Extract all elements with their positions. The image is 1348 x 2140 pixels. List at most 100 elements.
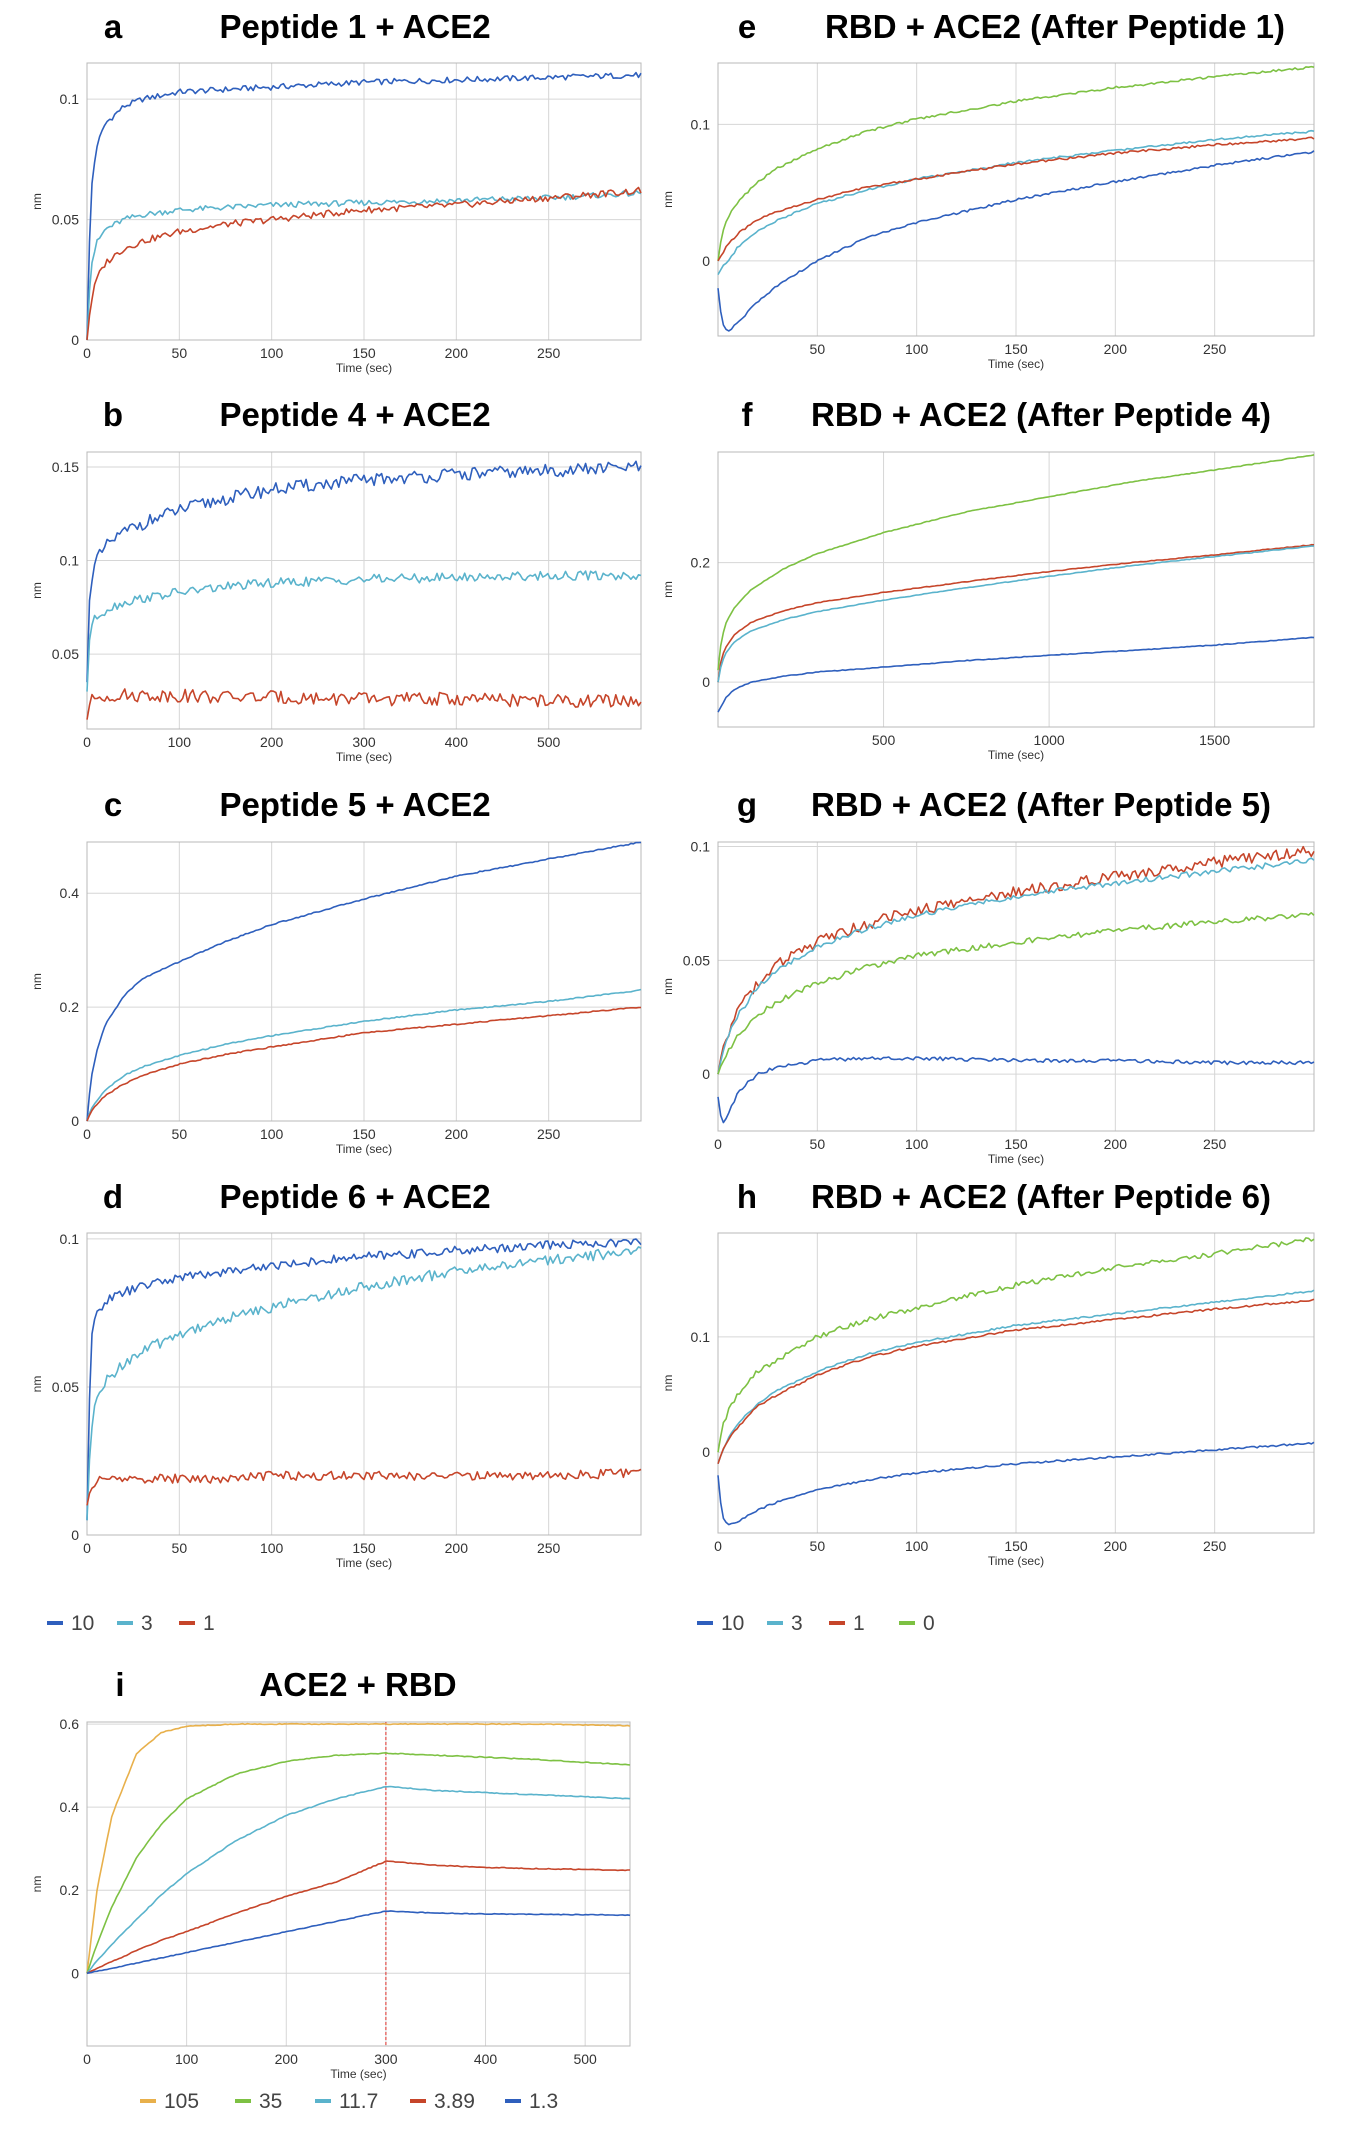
- x-axis-label: Time (sec): [988, 357, 1044, 371]
- y-axis-label: nm: [661, 978, 675, 995]
- series-line-i-3_89: [86, 1860, 630, 1975]
- y-tick-label: 0.05: [52, 212, 79, 228]
- x-tick-label: 0: [714, 1538, 722, 1554]
- panel-letter-c: c: [104, 786, 122, 823]
- chart-panel-b: b Peptide 4 + ACE2 0 100 200 300 400 500 0.05 0.1…: [30, 396, 642, 764]
- series-line-a-3: [86, 189, 642, 341]
- x-tick-label: 200: [445, 1126, 469, 1142]
- y-tick-label: 0: [702, 1444, 710, 1460]
- x-tick-label: 200: [445, 1540, 469, 1556]
- x-axis-label: Time (sec): [988, 748, 1044, 762]
- panel-title-b: Peptide 4 + ACE2: [219, 396, 490, 433]
- x-tick-label: 200: [275, 2051, 299, 2067]
- y-tick-label: 0.1: [60, 553, 80, 569]
- x-axis-label: Time (sec): [336, 361, 392, 375]
- legend-label: 10: [71, 1612, 94, 1635]
- y-tick-label: 0: [702, 674, 710, 690]
- x-tick-label: 200: [1104, 341, 1128, 357]
- series-line-c-1: [86, 1006, 642, 1122]
- x-axis-label: Time (sec): [988, 1152, 1044, 1166]
- y-tick-label: 0.1: [691, 839, 711, 855]
- series-line-d-10: [86, 1238, 642, 1521]
- series-line-h-10: [717, 1441, 1315, 1526]
- x-tick-label: 300: [352, 734, 376, 750]
- x-tick-label: 250: [537, 1126, 561, 1142]
- plot-frame: [86, 1232, 642, 1536]
- x-tick-label: 100: [260, 1540, 284, 1556]
- chart-panel-f: f RBD + ACE2 (After Peptide 4) 500 1000 1500…: [661, 396, 1315, 762]
- x-tick-label: 100: [905, 1538, 929, 1554]
- series-line-f-0: [717, 454, 1315, 671]
- chart-panel-a: a Peptide 1 + ACE2 0 50 100 150 200 250 0 0.05 0.1…: [30, 8, 642, 375]
- x-tick-label: 250: [1203, 341, 1227, 357]
- y-tick-label: 0: [71, 1965, 79, 1981]
- x-tick-label: 100: [168, 734, 192, 750]
- y-tick-label: 0.05: [683, 952, 710, 968]
- y-tick-label: 0.1: [60, 91, 80, 107]
- panel-title-d: Peptide 6 + ACE2: [219, 1178, 490, 1215]
- x-axis-label: Time (sec): [336, 1142, 392, 1156]
- x-tick-label: 500: [872, 732, 896, 748]
- panel-title-i: ACE2 + RBD: [259, 1666, 456, 1703]
- panel-letter-b: b: [103, 396, 123, 433]
- legend-right: 10 3 1 0: [697, 1612, 935, 1635]
- y-axis-label: nm: [30, 582, 44, 599]
- x-tick-label: 0: [83, 734, 91, 750]
- x-tick-label: 150: [352, 345, 376, 361]
- legend-label: 0: [923, 1612, 935, 1635]
- x-tick-label: 200: [1104, 1136, 1128, 1152]
- plot-frame: [717, 841, 1315, 1132]
- legend-label: 10: [721, 1612, 744, 1635]
- chart-panel-i: i ACE2 + RBD 0 100 200 300 400 500 0 0.2 0.4 0.6 Tim…: [30, 1666, 631, 2081]
- chart-panel-e: e RBD + ACE2 (After Peptide 1) 50 100 150 200…: [661, 8, 1315, 371]
- x-tick-label: 150: [1004, 341, 1028, 357]
- x-tick-label: 200: [445, 345, 469, 361]
- series-line-e-1: [717, 136, 1315, 262]
- series-line-b-10: [86, 460, 642, 683]
- panel-letter-h: h: [737, 1178, 757, 1215]
- x-tick-label: 150: [1004, 1538, 1028, 1554]
- series-line-h-3: [717, 1289, 1315, 1465]
- y-tick-label: 0: [702, 253, 710, 269]
- y-tick-label: 0: [71, 1527, 79, 1543]
- series-line-f-3: [717, 545, 1314, 683]
- legend-label: 1.3: [529, 2090, 558, 2113]
- x-tick-label: 500: [573, 2051, 597, 2067]
- y-tick-label: 0: [71, 1113, 79, 1129]
- x-tick-label: 50: [172, 1126, 188, 1142]
- plot-frame: [717, 1232, 1315, 1534]
- panel-letter-i: i: [115, 1666, 124, 1703]
- x-tick-label: 50: [810, 1136, 826, 1152]
- x-axis-label: Time (sec): [336, 750, 392, 764]
- chart-panel-c: c Peptide 5 + ACE2 0 50 100 150 200 250 0 0.2 0.4 T…: [30, 786, 642, 1156]
- x-tick-label: 50: [172, 345, 188, 361]
- legend-label: 1: [853, 1612, 865, 1635]
- legend-label: 11.7: [339, 2090, 378, 2113]
- x-tick-label: 200: [1104, 1538, 1128, 1554]
- y-axis-label: nm: [30, 1876, 44, 1893]
- x-axis-label: Time (sec): [330, 2067, 386, 2081]
- series-line-i-35: [86, 1752, 631, 1974]
- plot-frame: [717, 451, 1315, 728]
- y-axis-label: nm: [661, 1375, 675, 1392]
- y-tick-label: 0.4: [60, 885, 80, 901]
- x-axis-label: Time (sec): [336, 1556, 392, 1570]
- y-tick-label: 0.1: [60, 1231, 80, 1247]
- x-tick-label: 150: [352, 1540, 376, 1556]
- x-tick-label: 250: [1203, 1538, 1227, 1554]
- series-line-i-105: [86, 1722, 631, 1974]
- series-line-f-1: [717, 543, 1315, 683]
- series-line-b-1: [86, 688, 642, 720]
- panel-title-h: RBD + ACE2 (After Peptide 6): [811, 1178, 1271, 1215]
- series-line-i-11_7: [86, 1785, 631, 1974]
- series-line-e-0: [717, 65, 1315, 262]
- series-line-b-3: [86, 570, 642, 692]
- legend-label: 3: [141, 1612, 153, 1635]
- x-tick-label: 0: [83, 345, 91, 361]
- x-tick-label: 150: [352, 1126, 376, 1142]
- legend-left: 10 3 1: [47, 1612, 215, 1635]
- series-line-g-0: [717, 912, 1315, 1075]
- x-tick-label: 100: [260, 1126, 284, 1142]
- series-line-a-10: [86, 71, 642, 341]
